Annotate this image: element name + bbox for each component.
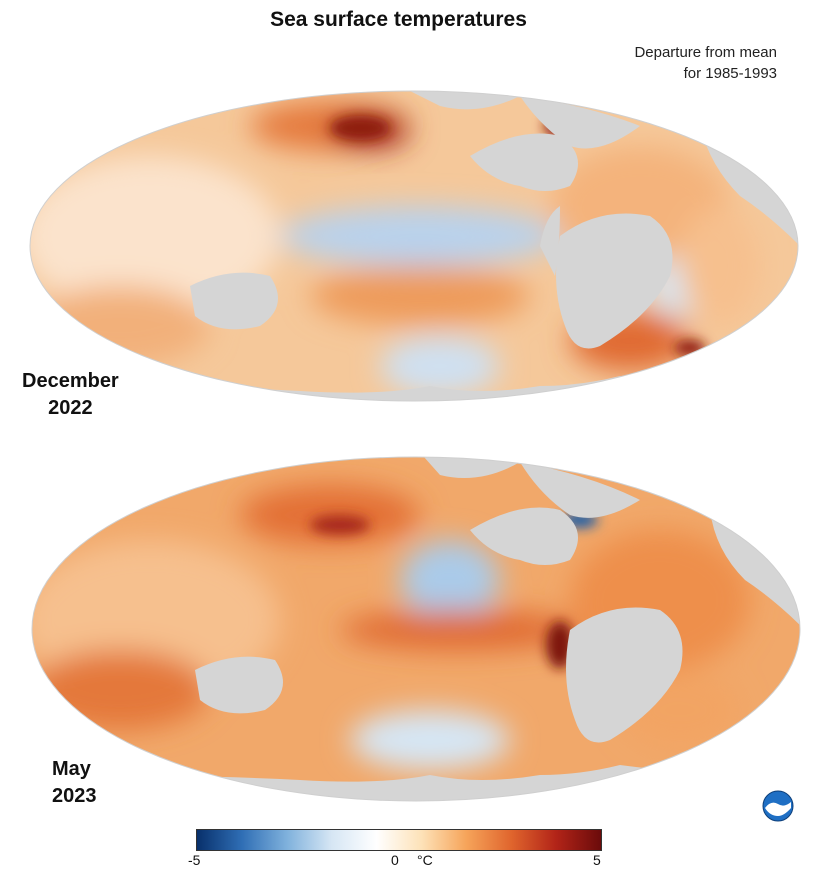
subtitle-line-1: Departure from mean	[634, 44, 777, 61]
colorbar-max-label: 5	[593, 852, 601, 868]
colorbar-unit-label: °C	[417, 852, 433, 868]
sst-map-may-2023	[31, 456, 801, 802]
colorbar-min-label: -5	[188, 852, 201, 868]
map-label-month: May	[52, 758, 91, 780]
map-label-december-2022: December 2022	[22, 368, 119, 422]
map-label-year: 2022	[48, 397, 93, 419]
noaa-logo-icon	[762, 790, 794, 822]
figure-subtitle: Departure from mean for 1985-1993	[634, 42, 777, 84]
sst-map-december-2022	[29, 90, 799, 402]
subtitle-line-2: for 1985-1993	[683, 65, 777, 82]
map-label-year: 2023	[52, 785, 97, 807]
temperature-colorbar	[196, 829, 602, 851]
figure-title: Sea surface temperatures	[270, 8, 527, 31]
map-label-month: December	[22, 370, 119, 392]
map-label-may-2023: May 2023	[52, 756, 97, 810]
colorbar-zero-label: 0	[391, 852, 399, 868]
